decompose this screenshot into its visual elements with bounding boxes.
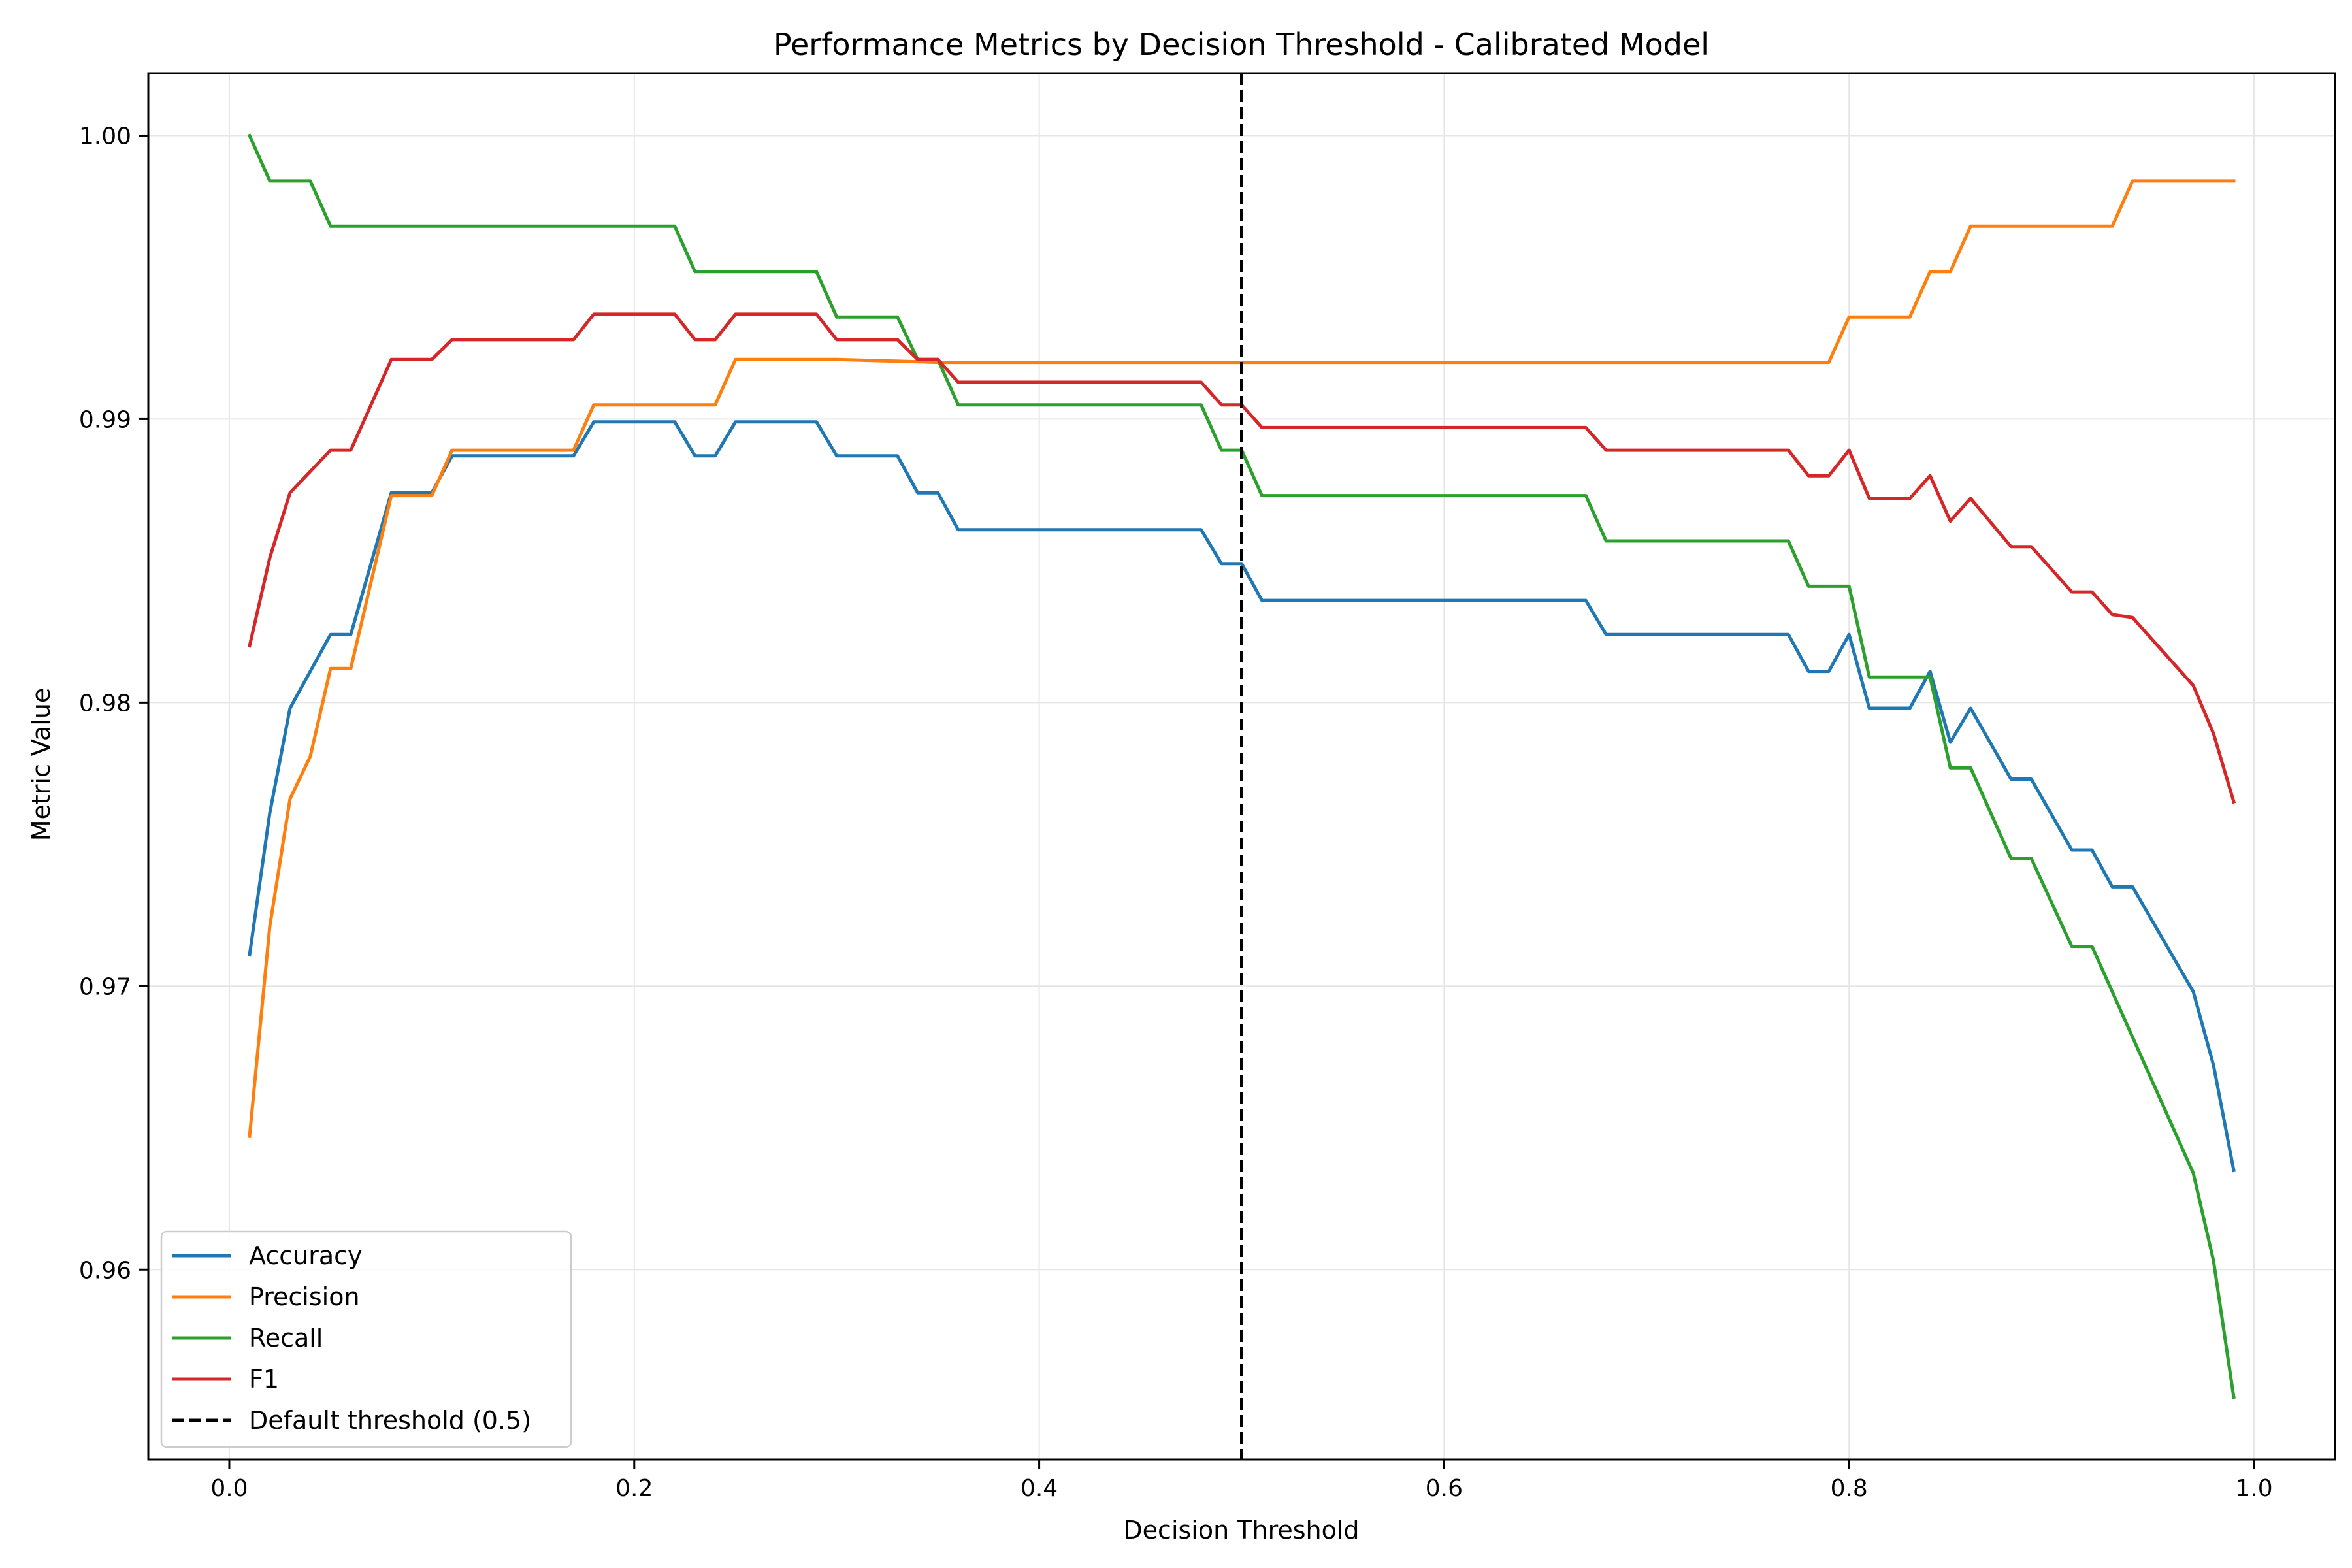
y-tick-label: 1.00 (79, 123, 131, 150)
y-tick-label: 0.98 (79, 690, 131, 717)
y-axis-label: Metric Value (27, 688, 56, 841)
x-tick-label: 0.0 (210, 1475, 248, 1502)
x-axis-label: Decision Threshold (1123, 1516, 1359, 1544)
series-line-f1 (248, 312, 2236, 804)
x-axis: 0.0 0.2 0.4 0.6 0.8 1.0 (210, 1460, 2273, 1502)
x-tick-label: 0.4 (1021, 1475, 1058, 1502)
y-axis: 0.96 0.97 0.98 0.99 1.00 (79, 123, 148, 1284)
legend: Accuracy Precision Recall F1 Default thresho… (160, 1230, 572, 1448)
chart-title: Performance Metrics by Decision Threshol… (774, 27, 1709, 62)
x-tick-label: 0.2 (615, 1475, 653, 1502)
legend-label: Accuracy (249, 1241, 363, 1270)
series-line-accuracy (248, 420, 2236, 1173)
legend-label: Recall (249, 1324, 323, 1352)
series-line-recall (247, 133, 2236, 1399)
legend-label: Default threshold (0.5) (249, 1406, 531, 1435)
legend-box (160, 1230, 572, 1448)
plot-frame (147, 72, 2336, 1461)
series-line-precision (248, 179, 2236, 1139)
x-tick-label: 1.0 (2235, 1475, 2272, 1502)
series-layer (247, 133, 2236, 1399)
y-tick-label: 0.99 (79, 406, 131, 433)
legend-label: F1 (249, 1365, 279, 1394)
y-tick-label: 0.97 (79, 973, 131, 1000)
x-tick-label: 0.8 (1831, 1475, 1868, 1502)
x-tick-label: 0.6 (1426, 1475, 1463, 1502)
y-tick-label: 0.96 (79, 1257, 131, 1284)
legend-label: Precision (249, 1282, 360, 1311)
